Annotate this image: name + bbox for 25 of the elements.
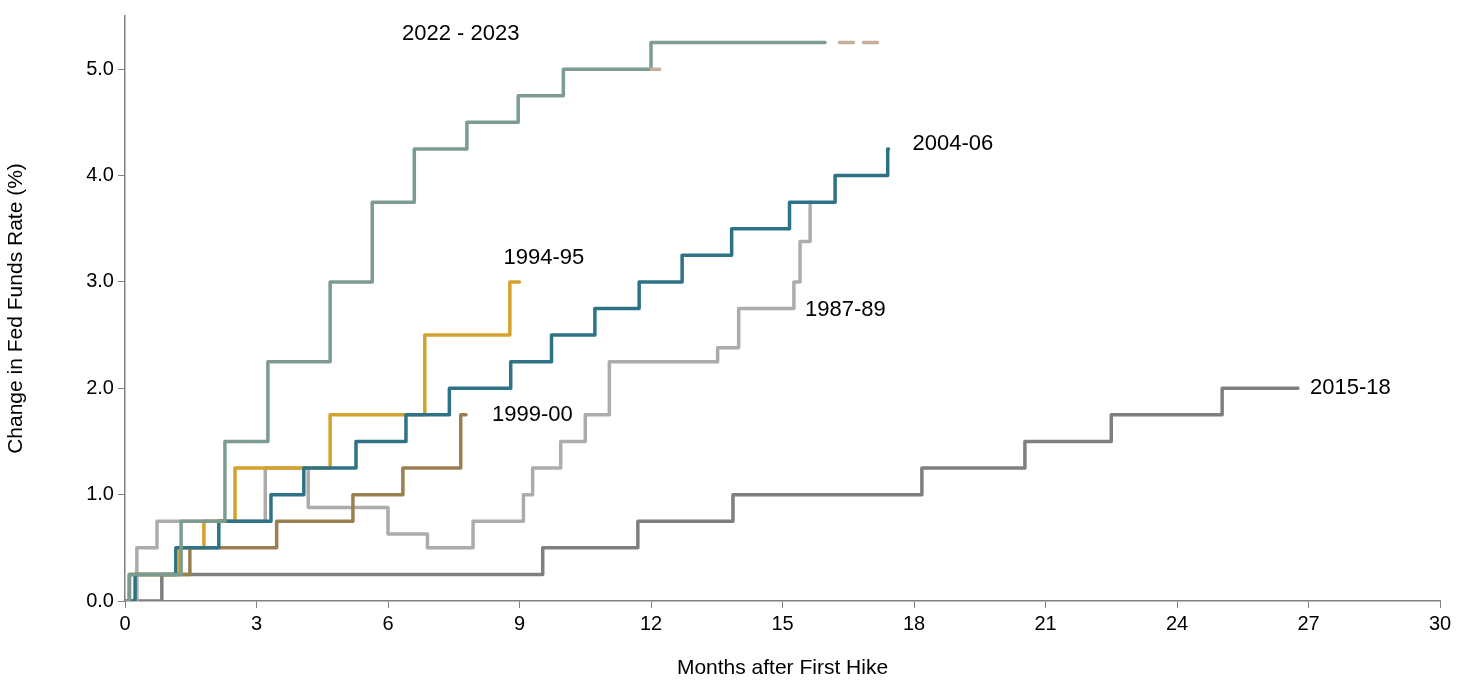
x-tick-label: 27 xyxy=(1297,611,1320,634)
x-tick-label: 21 xyxy=(1034,611,1057,634)
x-tick-label: 0 xyxy=(119,611,131,634)
x-tick-label: 24 xyxy=(1165,611,1189,634)
y-tick-label: 2.0 xyxy=(86,375,114,398)
series-label: 1987-89 xyxy=(804,296,886,322)
series-label: 1999-00 xyxy=(492,400,573,426)
x-tick-label: 30 xyxy=(1428,611,1452,634)
x-tick-label: 3 xyxy=(250,611,263,634)
y-tick-label: 3.0 xyxy=(86,269,114,292)
y-tick-label: 0.0 xyxy=(86,588,114,611)
x-tick-label: 18 xyxy=(902,611,926,634)
x-tick-label: 9 xyxy=(513,611,526,634)
x-axis-title: Months after First Hike xyxy=(676,655,889,679)
y-tick-label: 1.0 xyxy=(86,482,114,505)
x-tick-label: 6 xyxy=(382,611,394,634)
y-axis-title: Change in Fed Funds Rate (%) xyxy=(3,163,27,454)
x-tick-label: 15 xyxy=(771,611,794,634)
x-tick-label: 12 xyxy=(639,611,663,634)
y-tick-label: 4.0 xyxy=(86,163,114,186)
series-label: 2004-06 xyxy=(912,130,994,156)
series-label: 2015-18 xyxy=(1309,374,1391,400)
series-label: 1994-95 xyxy=(503,243,585,269)
y-tick-label: 5.0 xyxy=(86,56,114,79)
text: 2022 - 2023 xyxy=(402,19,520,45)
